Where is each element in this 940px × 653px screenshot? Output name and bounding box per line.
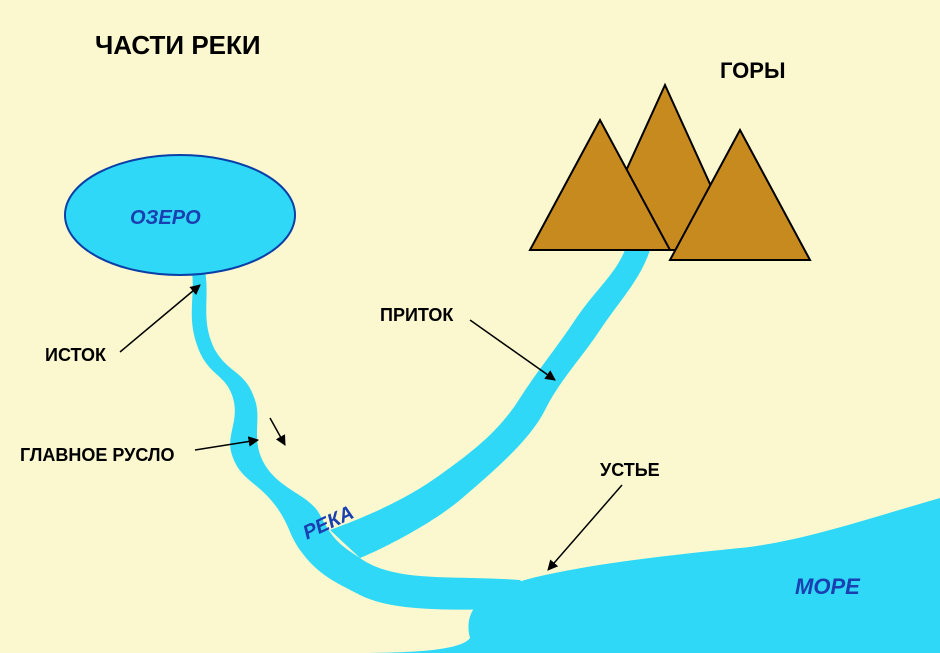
more-label: МОРЕ xyxy=(795,574,860,600)
title-label: ЧАСТИ РЕКИ xyxy=(95,30,261,61)
uste-label: УСТЬЕ xyxy=(600,460,660,481)
ozero-label: ОЗЕРО xyxy=(130,207,201,230)
glavnoe-label: ГЛАВНОЕ РУСЛО xyxy=(20,445,175,466)
gory-label: ГОРЫ xyxy=(720,58,786,84)
river-parts-diagram xyxy=(0,0,940,653)
istok-label: ИСТОК xyxy=(45,345,106,366)
pritok-label: ПРИТОК xyxy=(380,305,453,326)
